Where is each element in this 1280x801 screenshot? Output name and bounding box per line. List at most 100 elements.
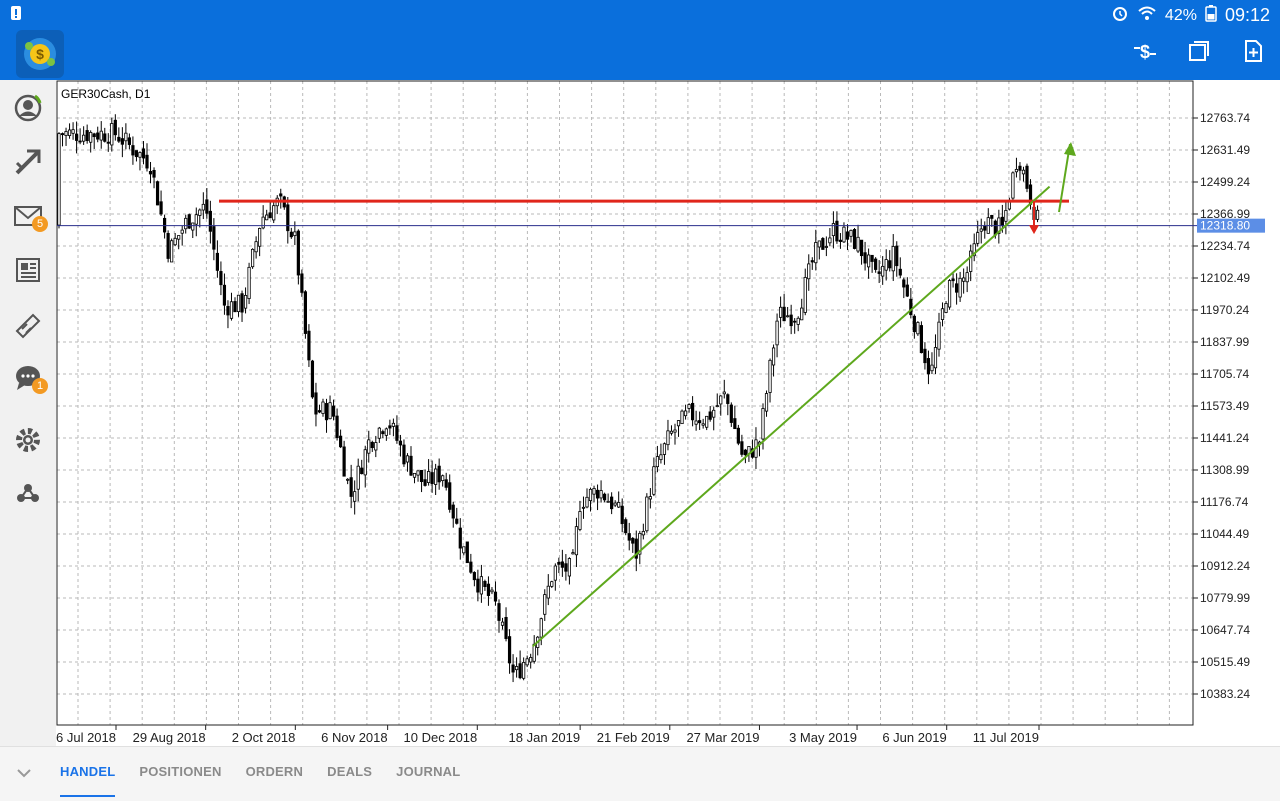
economic-calendar-icon[interactable] bbox=[10, 306, 46, 342]
chevron-down-icon[interactable] bbox=[14, 763, 34, 783]
one-click-trading-icon[interactable]: $ bbox=[1132, 38, 1158, 64]
chart-panel[interactable]: 12763.74 12631.49 12499.24 12366.99 12234.74… bbox=[49, 80, 1280, 746]
candle-body bbox=[807, 263, 811, 280]
candle-body bbox=[817, 240, 821, 248]
up-arrow[interactable] bbox=[1058, 143, 1071, 213]
candle-body bbox=[148, 170, 153, 175]
candle-body bbox=[381, 431, 385, 435]
candle-body bbox=[363, 449, 367, 476]
bottom-toolbar: HANDEL POSITIONEN ORDERN DEALS JOURNAL bbox=[0, 746, 1280, 801]
candle-body bbox=[835, 220, 839, 242]
candle-body bbox=[367, 439, 371, 454]
candle-body bbox=[550, 581, 554, 587]
candle-body bbox=[455, 518, 459, 524]
new-order-icon[interactable] bbox=[1240, 38, 1266, 64]
tab-positionen[interactable]: POSITIONEN bbox=[139, 764, 222, 779]
candle-body bbox=[82, 134, 86, 142]
news-icon[interactable] bbox=[10, 252, 46, 288]
candle-body bbox=[1000, 216, 1004, 226]
app-bar: $ $ bbox=[0, 28, 1280, 80]
candle-body bbox=[888, 260, 892, 269]
candle-body bbox=[916, 322, 920, 335]
candle-body bbox=[184, 217, 188, 230]
candle-body bbox=[546, 585, 550, 599]
candle-body bbox=[321, 401, 325, 414]
candle-body bbox=[138, 152, 142, 158]
candle-body bbox=[258, 228, 262, 247]
candle-body bbox=[441, 475, 445, 482]
svg-text:$: $ bbox=[36, 46, 44, 62]
candle-body bbox=[764, 393, 769, 412]
candle-body bbox=[1011, 172, 1015, 199]
candle-body bbox=[405, 455, 410, 463]
support-trendline[interactable] bbox=[532, 185, 1051, 648]
y-tick-label: 11044.49 bbox=[1200, 527, 1249, 541]
candle-body bbox=[814, 242, 818, 264]
mailbox-icon[interactable]: 5 bbox=[10, 198, 48, 234]
candle-body bbox=[78, 140, 82, 143]
candle-body bbox=[564, 563, 568, 572]
candle-body bbox=[694, 420, 698, 425]
candle-body bbox=[314, 392, 318, 415]
candle-body bbox=[103, 133, 107, 142]
y-tick-label: 11573.49 bbox=[1200, 399, 1249, 413]
candle-body bbox=[490, 589, 494, 593]
candle-body bbox=[67, 129, 72, 136]
candle-body bbox=[638, 532, 642, 555]
candle-body bbox=[57, 133, 61, 226]
quotes-icon[interactable] bbox=[10, 90, 46, 126]
candle-body bbox=[419, 469, 424, 482]
candle-body bbox=[409, 455, 413, 476]
candle-body bbox=[599, 490, 603, 499]
current-price-label: 12318.80 bbox=[1200, 219, 1250, 233]
candle-body bbox=[976, 232, 980, 244]
candle-body bbox=[1004, 210, 1008, 222]
tab-deals[interactable]: DEALS bbox=[327, 764, 373, 779]
candle-body bbox=[483, 580, 487, 588]
candle-body bbox=[912, 315, 916, 333]
community-icon[interactable] bbox=[10, 476, 46, 512]
tab-ordern[interactable]: ORDERN bbox=[245, 764, 304, 779]
candle-body bbox=[300, 273, 304, 293]
y-tick-label: 11176.74 bbox=[1200, 495, 1249, 509]
candle-body bbox=[560, 561, 564, 568]
battery-percent: 42% bbox=[1164, 6, 1197, 24]
candle-body bbox=[831, 223, 836, 237]
candle-body bbox=[652, 466, 656, 495]
candle-body bbox=[96, 132, 100, 140]
chat-icon[interactable]: 1 bbox=[10, 360, 48, 396]
alarm-icon bbox=[1111, 4, 1129, 27]
up-arrow-head bbox=[1064, 142, 1076, 156]
candle-body bbox=[504, 616, 508, 639]
notification-icon bbox=[10, 5, 22, 26]
tab-journal[interactable]: JOURNAL bbox=[396, 764, 461, 779]
charts-icon[interactable] bbox=[10, 144, 46, 180]
candle-body bbox=[416, 470, 420, 476]
candle-body bbox=[947, 280, 952, 308]
candle-body bbox=[412, 472, 417, 478]
y-tick-label: 12763.74 bbox=[1200, 111, 1250, 125]
window-layout-icon[interactable] bbox=[1186, 38, 1212, 64]
candle-body bbox=[581, 506, 586, 509]
candle-body bbox=[486, 583, 491, 596]
candle-body bbox=[127, 137, 131, 145]
candle-body bbox=[152, 169, 156, 178]
candle-body bbox=[719, 395, 723, 405]
x-tick-label: 10 Dec 2018 bbox=[404, 730, 478, 745]
candle-body bbox=[141, 148, 146, 159]
candle-body bbox=[212, 226, 216, 250]
candle-body bbox=[268, 212, 272, 219]
price-chart[interactable]: 12763.74 12631.49 12499.24 12366.99 12234.74… bbox=[49, 80, 1280, 746]
candle-body bbox=[567, 558, 572, 577]
metatrader-logo-icon[interactable]: $ bbox=[16, 30, 64, 78]
tab-handel[interactable]: HANDEL bbox=[60, 747, 116, 797]
candle-body bbox=[159, 201, 163, 215]
wifi-icon bbox=[1137, 4, 1157, 27]
candle-body bbox=[529, 657, 533, 663]
candle-body bbox=[1018, 165, 1022, 171]
y-tick-label: 10647.74 bbox=[1200, 623, 1250, 637]
candle-body bbox=[962, 277, 966, 282]
candle-body bbox=[166, 233, 170, 259]
candle-body bbox=[310, 360, 315, 398]
settings-gear-icon[interactable] bbox=[10, 422, 46, 458]
